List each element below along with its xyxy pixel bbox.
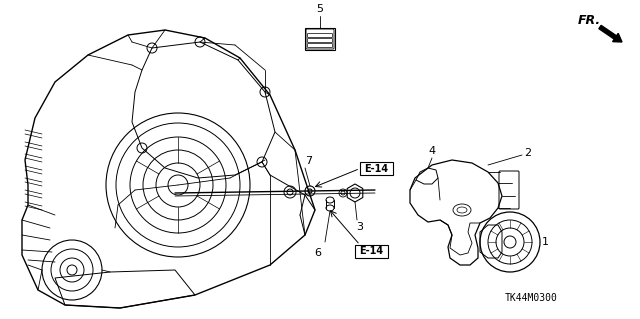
Text: FR.: FR. — [578, 13, 601, 26]
Text: 3: 3 — [356, 222, 364, 232]
Text: E-14: E-14 — [364, 164, 388, 174]
Text: 2: 2 — [524, 148, 531, 158]
Text: E-14: E-14 — [360, 247, 383, 256]
Bar — [360, 162, 393, 175]
Bar — [305, 28, 335, 50]
Text: TK44M0300: TK44M0300 — [505, 293, 558, 303]
Text: 1: 1 — [542, 237, 549, 247]
FancyArrow shape — [599, 25, 622, 42]
Text: 4: 4 — [428, 146, 436, 156]
Text: 6: 6 — [314, 248, 321, 258]
Text: 5: 5 — [317, 4, 323, 14]
Bar — [355, 245, 388, 258]
Text: 7: 7 — [305, 156, 312, 166]
